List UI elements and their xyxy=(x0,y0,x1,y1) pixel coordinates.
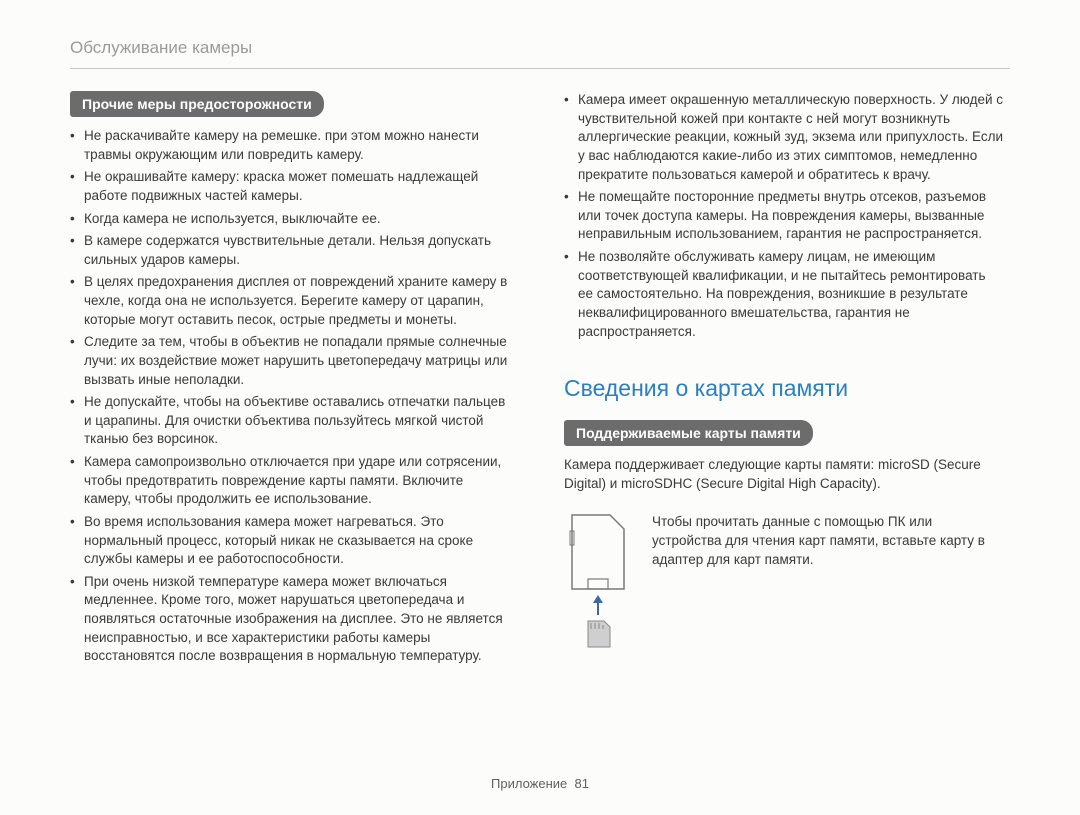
footer-page-number: 81 xyxy=(575,776,589,791)
list-item: При очень низкой температуре камера може… xyxy=(70,573,510,666)
supported-cards-text: Камера поддерживает следующие карты памя… xyxy=(564,456,1004,493)
list-item: Когда камера не используется, выключайте… xyxy=(70,210,510,229)
page-header: Обслуживание камеры xyxy=(70,38,1010,69)
left-column: Прочие меры предосторожности Не раскачив… xyxy=(70,91,510,670)
right-column: Камера имеет окрашенную металлическую по… xyxy=(564,91,1004,670)
list-item: Не помещайте посторонние предметы внутрь… xyxy=(564,188,1004,244)
two-column-layout: Прочие меры предосторожности Не раскачив… xyxy=(70,91,1010,670)
list-item: Следите за тем, чтобы в объектив не попа… xyxy=(70,333,510,389)
list-item: Во время использования камера может нагр… xyxy=(70,513,510,569)
list-item: Не окрашивайте камеру: краска может поме… xyxy=(70,168,510,205)
sd-adapter-icon xyxy=(564,513,634,658)
precautions-list: Не раскачивайте камеру на ремешке. при э… xyxy=(70,127,510,666)
list-item: Камера самопроизвольно отключается при у… xyxy=(70,453,510,509)
precautions-list-continued: Камера имеет окрашенную металлическую по… xyxy=(564,91,1004,341)
list-item: В целях предохранения дисплея от поврежд… xyxy=(70,273,510,329)
memory-cards-heading: Сведения о картах памяти xyxy=(564,375,1004,402)
list-item: Камера имеет окрашенную металлическую по… xyxy=(564,91,1004,184)
list-item: Не раскачивайте камеру на ремешке. при э… xyxy=(70,127,510,164)
precautions-badge: Прочие меры предосторожности xyxy=(70,91,324,117)
list-item: Не допускайте, чтобы на объективе остава… xyxy=(70,393,510,449)
list-item: В камере содержатся чувствительные детал… xyxy=(70,232,510,269)
page-footer: Приложение 81 xyxy=(0,776,1080,791)
footer-label: Приложение xyxy=(491,776,567,791)
supported-cards-badge: Поддерживаемые карты памяти xyxy=(564,420,813,446)
manual-page: Обслуживание камеры Прочие меры предосто… xyxy=(0,0,1080,815)
list-item: Не позволяйте обслуживать камеру лицам, … xyxy=(564,248,1004,341)
adapter-text: Чтобы прочитать данные с помощью ПК или … xyxy=(652,513,1004,569)
adapter-note: Чтобы прочитать данные с помощью ПК или … xyxy=(564,513,1004,658)
